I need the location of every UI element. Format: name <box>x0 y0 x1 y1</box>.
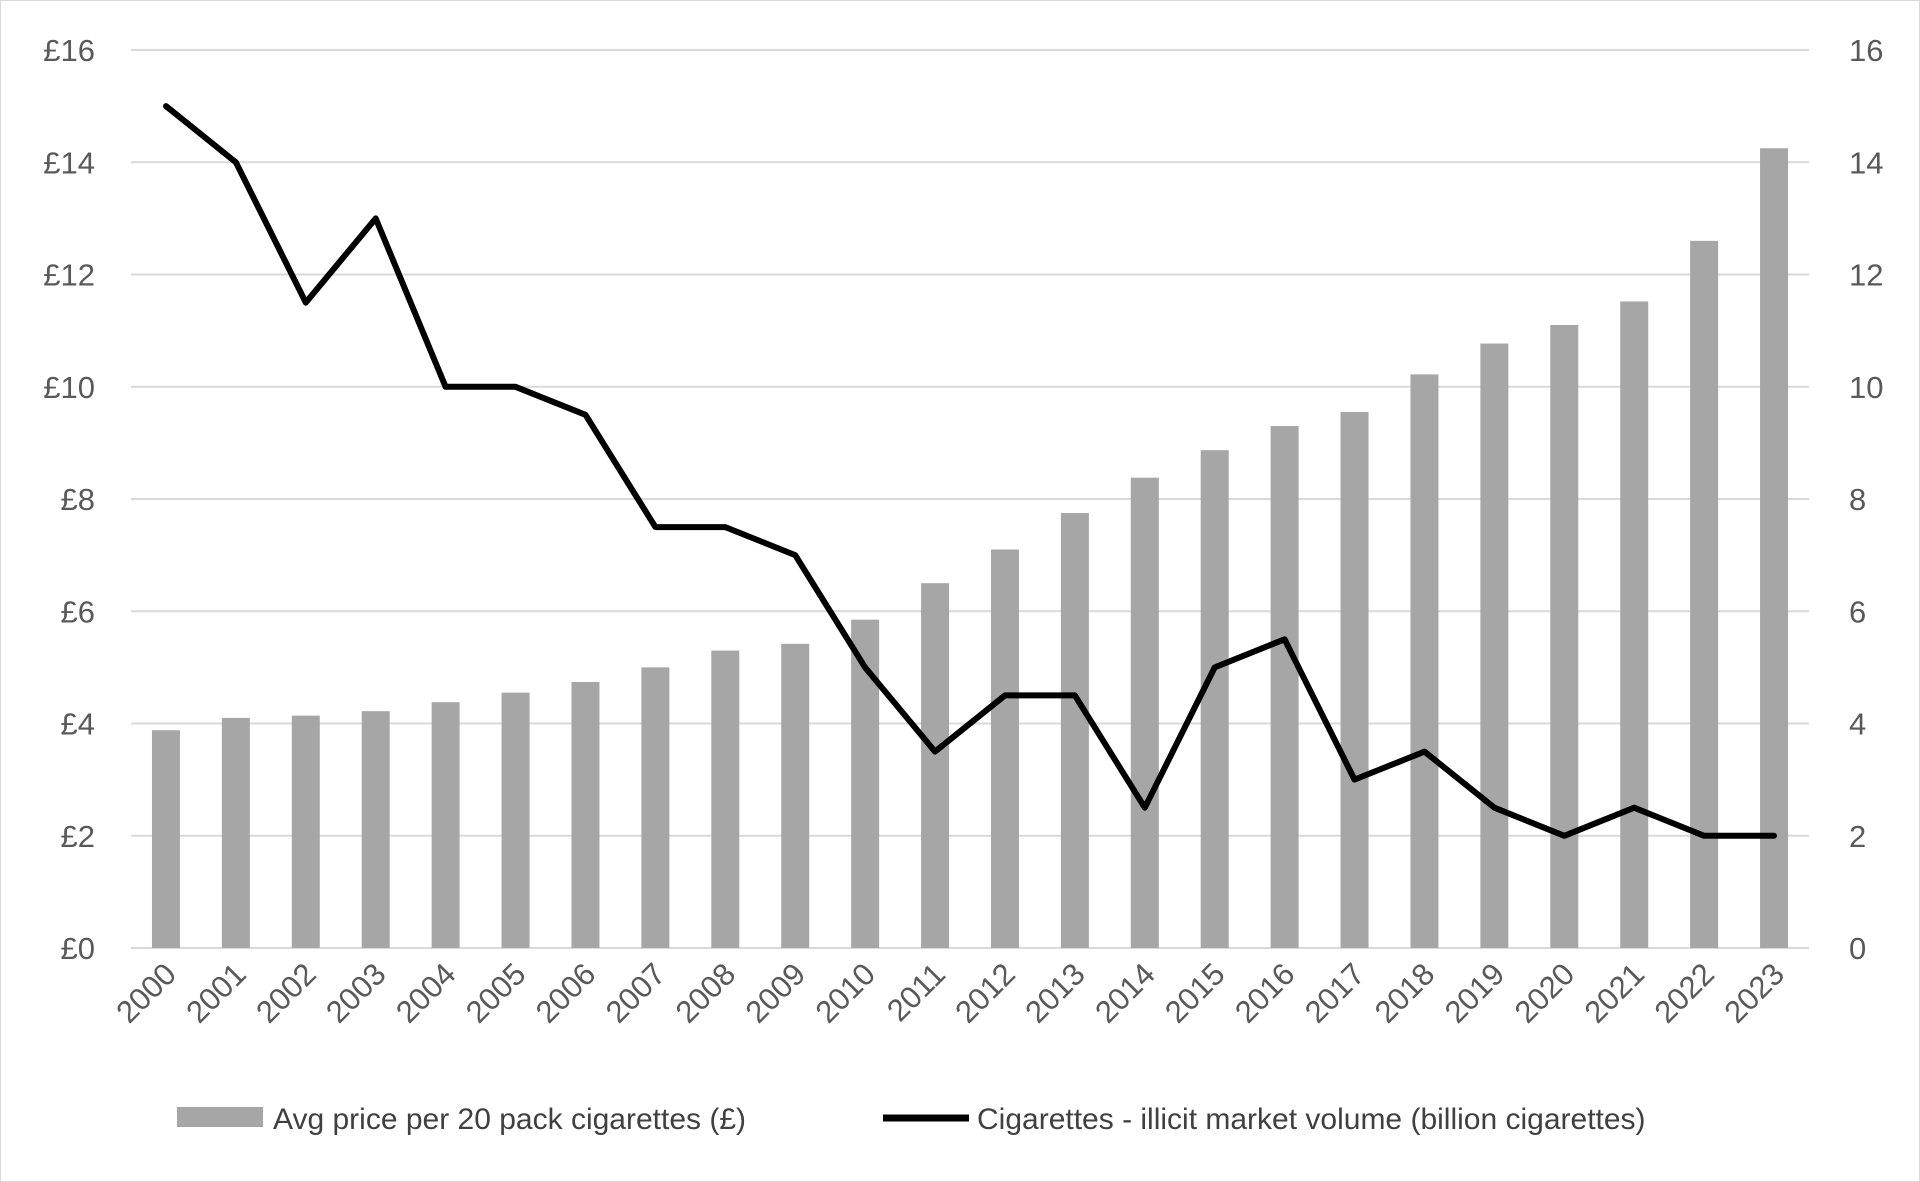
right-tick-label: 4 <box>1849 707 1866 742</box>
left-tick-label: £10 <box>43 370 95 405</box>
price-bar-2016 <box>1270 426 1299 949</box>
price-bar-2014 <box>1130 477 1159 948</box>
left-tick-label: £4 <box>61 707 95 742</box>
x-tick-label: 2007 <box>599 956 673 1030</box>
price-bar-2012 <box>990 549 1019 948</box>
right-tick-label: 8 <box>1849 482 1866 517</box>
price-bar-2000 <box>151 730 180 948</box>
x-tick-label: 2017 <box>1298 956 1372 1030</box>
x-tick-label: 2019 <box>1438 956 1512 1030</box>
left-tick-label: £0 <box>61 931 95 966</box>
x-tick-label: 2018 <box>1368 956 1442 1030</box>
price-bar-2009 <box>781 643 810 948</box>
price-bar-2015 <box>1200 450 1229 948</box>
x-tick-label: 2008 <box>669 956 743 1030</box>
x-axis-tick-labels: 2000200120022003200420052006200720082009… <box>109 956 1791 1030</box>
left-tick-label: £6 <box>61 594 95 629</box>
x-tick-label: 2014 <box>1088 956 1162 1030</box>
right-axis-tick-labels: 0 2 4 6 8 10 12 14 16 <box>1849 33 1883 966</box>
x-tick-label: 2001 <box>179 956 253 1030</box>
price-bar-2006 <box>571 681 600 948</box>
price-bar-2017 <box>1340 412 1369 949</box>
x-tick-label: 2015 <box>1158 956 1232 1030</box>
price-bar-2022 <box>1690 240 1719 948</box>
x-tick-label: 2016 <box>1228 956 1302 1030</box>
x-tick-label: 2011 <box>880 956 952 1028</box>
legend: Avg price per 20 pack cigarettes (£) Cig… <box>177 1103 1646 1136</box>
price-bar-2013 <box>1060 513 1089 948</box>
price-bars <box>151 148 1789 949</box>
left-tick-label: £12 <box>43 258 95 293</box>
x-tick-label: 2003 <box>319 956 393 1030</box>
right-tick-label: 10 <box>1849 370 1883 405</box>
right-tick-label: 0 <box>1849 931 1866 966</box>
volume-line-path <box>163 103 1777 839</box>
x-tick-label: 2004 <box>389 956 463 1030</box>
x-tick-label: 2010 <box>809 956 883 1030</box>
right-tick-label: 12 <box>1849 258 1883 293</box>
x-tick-label: 2021 <box>1578 956 1652 1030</box>
price-bar-2002 <box>291 715 320 948</box>
price-bar-2003 <box>361 711 390 948</box>
price-bar-2007 <box>641 667 670 948</box>
price-bar-2011 <box>921 583 950 948</box>
legend-swatch-price <box>177 1107 263 1127</box>
legend-label-price: Avg price per 20 pack cigarettes (£) <box>273 1103 746 1136</box>
x-tick-label: 2013 <box>1018 956 1092 1030</box>
x-tick-label: 2000 <box>109 956 183 1030</box>
price-bar-2001 <box>221 717 250 948</box>
price-bar-2018 <box>1410 374 1439 949</box>
left-tick-label: £2 <box>61 819 95 854</box>
price-bar-2020 <box>1550 325 1579 948</box>
gridlines <box>131 49 1809 949</box>
x-tick-label: 2009 <box>739 956 813 1030</box>
price-bar-2019 <box>1480 343 1509 948</box>
right-tick-label: 6 <box>1849 594 1866 629</box>
price-bar-2005 <box>501 692 530 948</box>
left-tick-label: £16 <box>43 33 95 68</box>
volume-line <box>163 103 1777 839</box>
x-tick-label: 2023 <box>1717 956 1791 1030</box>
right-tick-label: 14 <box>1849 145 1883 180</box>
right-tick-label: 16 <box>1849 33 1883 68</box>
x-tick-label: 2022 <box>1648 956 1722 1030</box>
x-tick-label: 2012 <box>948 956 1022 1030</box>
x-tick-label: 2006 <box>529 956 603 1030</box>
price-bar-2021 <box>1620 301 1649 948</box>
left-tick-label: £8 <box>61 482 95 517</box>
legend-label-volume: Cigarettes - illicit market volume (bill… <box>977 1103 1646 1136</box>
price-bar-2008 <box>711 650 740 948</box>
left-tick-label: £14 <box>43 145 95 180</box>
price-bar-2004 <box>431 702 460 948</box>
price-bar-2023 <box>1760 148 1789 948</box>
x-tick-label: 2005 <box>459 956 533 1030</box>
x-tick-label: 2020 <box>1508 956 1582 1030</box>
right-tick-label: 2 <box>1849 819 1866 854</box>
left-axis-tick-labels: £0 £2 £4 £6 £8 £10 £12 £14 £16 <box>43 33 95 966</box>
x-tick-label: 2002 <box>249 956 323 1030</box>
